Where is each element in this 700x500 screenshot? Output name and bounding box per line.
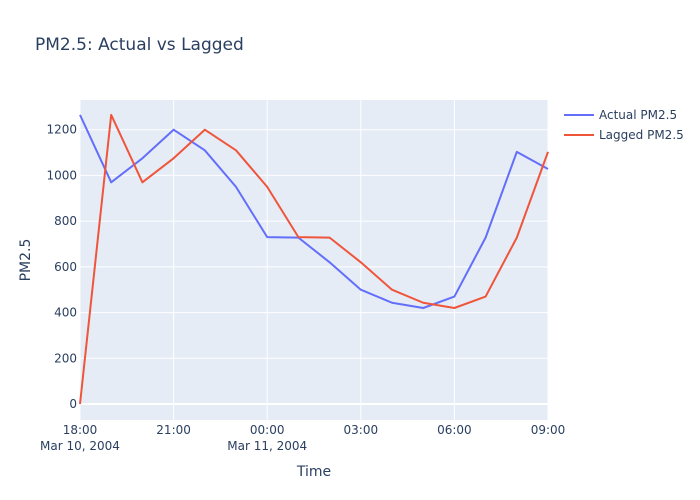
plot-background [80, 100, 548, 420]
x-tick-label: 06:00 [437, 423, 472, 437]
y-axis-label: PM2.5 [18, 239, 34, 282]
series-line-2 [79, 113, 549, 405]
legend[interactable]: Actual PM2.5 Lagged PM2.5 [564, 108, 684, 142]
y-tick-label: 1200 [46, 123, 77, 137]
series-line-1 [79, 114, 549, 309]
x-tick-label: 09:00 [531, 423, 566, 437]
legend-item-label[interactable]: Lagged PM2.5 [599, 128, 684, 142]
chart-title: PM2.5: Actual vs Lagged [35, 35, 244, 55]
y-tick-label: 600 [54, 260, 77, 274]
x-axis-label: Time [296, 464, 331, 480]
y-axis-ticks: 0 200 400 600 800 1000 1200 [46, 123, 77, 411]
x-tick-label: 00:00 [250, 423, 285, 437]
y-tick-label: 0 [69, 397, 77, 411]
x-tick-label: 18:00 [63, 423, 98, 437]
y-tick-label: 200 [54, 351, 77, 365]
legend-item-label[interactable]: Actual PM2.5 [599, 108, 677, 122]
x-tick-date-label: Mar 11, 2004 [227, 439, 307, 453]
x-tick-label: 21:00 [156, 423, 191, 437]
series-lines [79, 113, 549, 405]
x-tick-date-label: Mar 10, 2004 [40, 439, 120, 453]
grid-lines [79, 100, 549, 420]
y-tick-label: 400 [54, 306, 77, 320]
y-tick-label: 1000 [46, 168, 77, 182]
x-axis-ticks: 18:00 Mar 10, 2004 21:00 00:00 Mar 11, 2004 0… [40, 423, 565, 453]
y-tick-label: 800 [54, 214, 77, 228]
x-tick-label: 03:00 [344, 423, 379, 437]
